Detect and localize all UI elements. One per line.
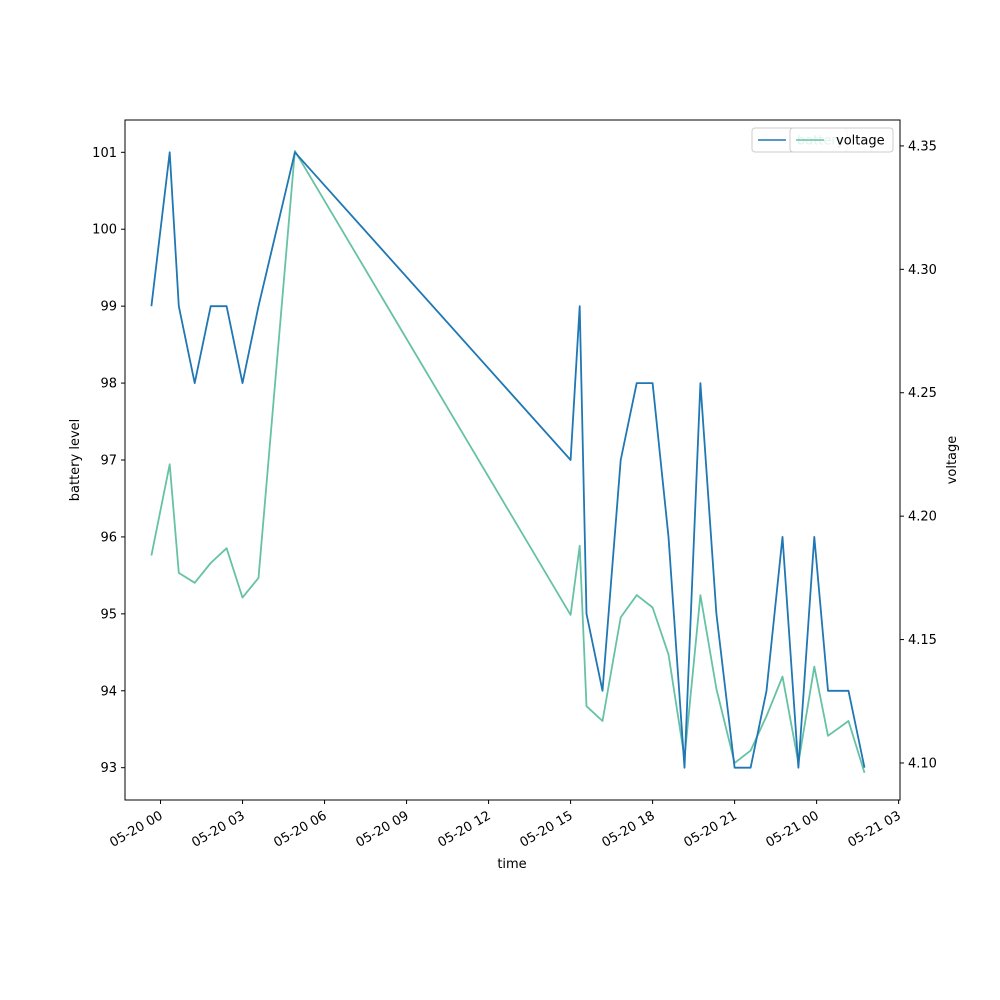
- y-right-tick-label: 4.20: [908, 510, 937, 525]
- x-tick-label: 05-20 06: [271, 808, 329, 850]
- y-left-tick-label: 95: [100, 607, 117, 622]
- y-left-tick-label: 99: [100, 300, 117, 315]
- y-left-tick-label: 93: [100, 761, 117, 776]
- x-tick-label: 05-20 09: [353, 808, 411, 850]
- x-tick-label: 05-21 03: [846, 808, 904, 850]
- y-right-tick-label: 4.10: [908, 756, 937, 771]
- y-left-tick-label: 96: [100, 530, 117, 545]
- x-tick-label: 05-20 21: [681, 808, 739, 850]
- series-layer: [150, 149, 866, 774]
- y-right-tick-label: 4.30: [908, 263, 937, 278]
- y-left-tick-label: 97: [100, 454, 117, 469]
- y-left-tick-label: 98: [100, 377, 117, 392]
- legend-voltage: voltage: [789, 127, 894, 153]
- y-axis-left-title: battery level: [68, 419, 83, 502]
- y-left-tick-label: 101: [92, 146, 117, 161]
- x-tick-label: 05-21 00: [764, 808, 822, 850]
- legend-voltage-box: [789, 127, 894, 153]
- y-left-tick-label: 94: [100, 684, 117, 699]
- y-axis-right: 4.10 4.15 4.20 4.25 4.30 4.35: [900, 139, 937, 771]
- x-tick-label: 05-20 15: [517, 808, 575, 850]
- series-line-voltage: [150, 149, 866, 774]
- x-axis-title: time: [497, 857, 526, 872]
- x-tick-label: 05-20 03: [189, 808, 247, 850]
- x-tick-label: 05-20 00: [107, 808, 165, 850]
- x-tick-label: 05-20 18: [599, 808, 657, 850]
- y-right-tick-label: 4.15: [908, 633, 937, 648]
- series-line-battery: [150, 151, 866, 769]
- legend-voltage-label: voltage: [836, 134, 885, 149]
- x-axis: 05-20 00 05-20 03 05-20 06 05-20 09 05-20 12…: [107, 800, 904, 851]
- y-axis-left: 93 94 95 96 97 98 99 100 101: [92, 146, 125, 776]
- y-axis-right-title: voltage: [945, 436, 960, 485]
- plot-frame: [124, 119, 901, 801]
- x-tick-label: 05-20 12: [435, 808, 493, 850]
- y-right-tick-label: 4.35: [908, 139, 937, 154]
- y-right-tick-label: 4.25: [908, 386, 937, 401]
- y-left-tick-label: 100: [92, 223, 117, 238]
